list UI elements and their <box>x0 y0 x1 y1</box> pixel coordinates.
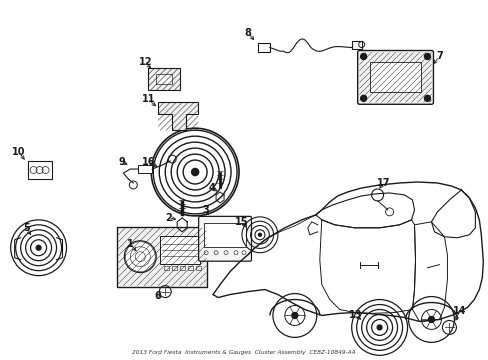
Text: 7: 7 <box>435 51 442 62</box>
Bar <box>196 266 201 270</box>
Polygon shape <box>158 102 198 130</box>
Text: 17: 17 <box>376 178 389 188</box>
Circle shape <box>124 241 156 273</box>
Text: 5: 5 <box>23 223 30 233</box>
Bar <box>180 266 185 270</box>
Bar <box>138 165 152 173</box>
Circle shape <box>258 233 261 236</box>
Circle shape <box>191 168 198 176</box>
Text: 2013 Ford Fiesta  Instruments & Gauges  Cluster Assembly  CE8Z-10849-AA: 2013 Ford Fiesta Instruments & Gauges Cl… <box>132 350 355 355</box>
Text: 8: 8 <box>244 28 251 37</box>
Text: 13: 13 <box>348 310 362 320</box>
Text: 11: 11 <box>141 94 155 104</box>
Circle shape <box>36 246 41 250</box>
Circle shape <box>360 54 366 59</box>
Text: 6: 6 <box>155 291 162 301</box>
Bar <box>148 68 180 90</box>
FancyBboxPatch shape <box>27 161 51 179</box>
Circle shape <box>291 312 297 319</box>
Text: 9: 9 <box>119 157 125 167</box>
Bar <box>188 266 193 270</box>
Text: 12: 12 <box>138 58 152 67</box>
Text: 14: 14 <box>452 306 465 316</box>
Bar <box>160 236 200 264</box>
Bar <box>369 62 421 92</box>
FancyBboxPatch shape <box>198 216 251 261</box>
Text: 1: 1 <box>127 239 133 249</box>
Circle shape <box>424 95 429 101</box>
Circle shape <box>424 54 429 59</box>
Text: 10: 10 <box>12 147 25 157</box>
Text: 4: 4 <box>208 183 215 193</box>
Bar <box>164 266 169 270</box>
Circle shape <box>427 316 433 323</box>
Bar <box>203 223 245 247</box>
Bar <box>258 42 269 53</box>
Bar <box>172 266 177 270</box>
Circle shape <box>376 325 381 330</box>
Bar <box>156 75 172 84</box>
Circle shape <box>360 95 366 101</box>
Text: 2: 2 <box>164 213 171 223</box>
Text: 3: 3 <box>203 205 209 215</box>
FancyBboxPatch shape <box>357 50 432 104</box>
Bar <box>351 41 361 49</box>
Text: 16: 16 <box>141 157 155 167</box>
FancyBboxPatch shape <box>117 227 207 287</box>
Text: 15: 15 <box>235 217 248 227</box>
